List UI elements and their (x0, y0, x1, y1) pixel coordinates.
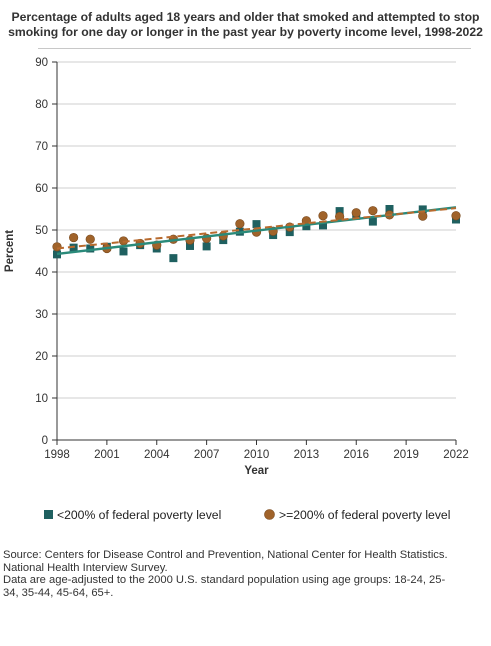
x-tick-label: 2010 (244, 449, 270, 461)
source-line-3: Data are age-adjusted to the 2000 U.S. s… (3, 574, 446, 587)
series-above-200-point (451, 211, 461, 221)
legend-label-above-200: >=200% of federal poverty level (279, 508, 451, 522)
legend-circle-marker-icon (264, 509, 275, 520)
x-tick-label: 2019 (393, 449, 419, 461)
series-below-200-point (186, 241, 194, 250)
chart-title: Percentage of adults aged 18 years and o… (8, 10, 483, 39)
series-below-200-point (319, 221, 327, 230)
source-line-4: 34, 35-44, 45-64, 65+. (3, 586, 114, 599)
x-axis-title: Year (244, 465, 269, 477)
source-note: Source: Centers for Disease Control and … (3, 549, 488, 599)
series-above-200-point (85, 234, 95, 244)
y-tick-label: 50 (35, 225, 48, 237)
trendline-above-200 (56, 207, 457, 250)
x-tick-label: 1998 (44, 449, 70, 461)
y-axis-title: Percent (4, 230, 16, 272)
series-below-200-point (385, 205, 394, 213)
series-below-200-point (202, 242, 211, 251)
series-below-200-point (53, 250, 61, 259)
y-tick-label: 20 (35, 351, 48, 363)
series-below-200-point (252, 220, 261, 229)
x-tick-label: 2013 (294, 449, 320, 461)
series-below-200-point (335, 207, 344, 216)
series-below-200-point (169, 254, 178, 263)
series-below-200-point (368, 217, 377, 226)
y-tick-label: 40 (35, 267, 48, 279)
source-line-2: National Health Interview Survey. (3, 561, 168, 574)
y-tick-label: 60 (35, 183, 48, 195)
series-below-200-point (302, 222, 311, 231)
series-below-200-point (285, 228, 294, 237)
x-tick-label: 2022 (443, 449, 469, 461)
series-above-200-point (318, 211, 328, 221)
y-tick-label: 70 (35, 141, 48, 153)
series-below-200-point (418, 205, 427, 214)
x-tick-label: 2001 (94, 449, 120, 461)
y-tick-label: 10 (35, 393, 48, 405)
series-above-200-point (69, 232, 79, 243)
series-above-200-point (52, 242, 62, 252)
chart-plot: 0 10 20 30 40 50 60 70 80 90 1998 2001 2004 2007 2010 2… (4, 57, 469, 477)
legend: <200% of federal poverty level >=200% of… (0, 507, 491, 527)
series-below-200-point (86, 244, 95, 253)
series-above-200-point (418, 211, 428, 221)
trendline-below-200 (56, 206, 457, 256)
y-tick-label: 90 (35, 57, 48, 69)
series-above-200-point (235, 219, 245, 229)
series-below-200-point (119, 247, 128, 256)
series-above-200-point (351, 208, 361, 218)
x-tick-label: 2004 (144, 449, 170, 461)
y-tick-label: 0 (42, 435, 48, 447)
legend-label-below-200: <200% of federal poverty level (57, 508, 222, 522)
series-above-200-point (368, 206, 378, 216)
x-tick-label: 2016 (343, 449, 369, 461)
y-tick-label: 80 (35, 99, 48, 111)
y-tick-label: 30 (35, 309, 48, 321)
source-line-1: Source: Centers for Disease Control and … (3, 549, 448, 561)
title-divider (38, 48, 471, 49)
legend-square-marker-icon (44, 510, 53, 519)
x-tick-label: 2007 (194, 449, 220, 461)
